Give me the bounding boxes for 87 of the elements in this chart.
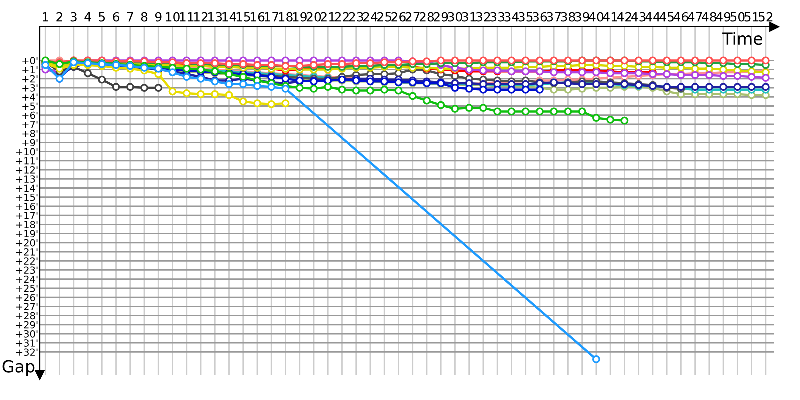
y-tick-label: +29' [16, 321, 38, 329]
x-tick-label: 50 [730, 12, 745, 22]
y-tick-label: +22' [16, 258, 38, 265]
x-tick-label: 44 [646, 12, 660, 22]
x-tick-label: 40 [589, 12, 604, 22]
x-tick-label: 5 [99, 12, 106, 22]
y-tick-label: +5' [22, 102, 38, 110]
x-tick-label: 30 [448, 12, 462, 22]
y-tick-label: +28' [16, 312, 38, 320]
x-tick-label: 28 [420, 12, 434, 22]
y-tick-label: +3' [22, 84, 38, 92]
y-tick-label: +8' [22, 130, 38, 138]
x-tick-label: 38 [561, 12, 576, 22]
x-tick-label: 15 [236, 12, 250, 22]
x-tick-label: 9 [155, 12, 162, 22]
x-tick-label: 16 [250, 12, 265, 22]
x-tick-label: 29 [434, 12, 448, 22]
x-tick-label: 13 [208, 12, 222, 22]
y-tick-label: +15' [16, 194, 38, 202]
x-tick-label: 48 [702, 12, 717, 22]
x-tick-label: 19 [293, 12, 307, 22]
y-tick-label: +10' [16, 148, 38, 156]
y-tick-label: +2' [22, 75, 38, 83]
x-tick-label: 17 [265, 12, 279, 22]
y-tick-label: +32' [16, 348, 38, 356]
y-tick-label: +25' [16, 284, 38, 292]
x-tick-label: 46 [674, 12, 688, 22]
y-tick-label: +6' [22, 112, 38, 120]
x-tick-label: 14 [222, 12, 236, 22]
y-tick-label: +13' [16, 176, 38, 183]
y-tick-label: +26' [16, 294, 38, 302]
x-tick-label: 8 [141, 12, 148, 22]
y-tick-label: +21' [16, 248, 38, 256]
x-tick-label: 2 [56, 12, 62, 22]
x-tick-label: 51 [744, 12, 759, 22]
y-axis-title: Gap [2, 360, 35, 376]
x-tick-label: 7 [127, 12, 134, 22]
y-tick-label: +16' [16, 202, 38, 210]
x-tick-label: 49 [716, 12, 731, 22]
y-tick-label: +30' [16, 330, 38, 338]
x-tick-label: 41 [603, 12, 618, 22]
x-tick-label: 34 [504, 12, 519, 22]
x-tick-label: 22 [335, 12, 349, 22]
x-tick-label: 39 [575, 12, 590, 22]
x-tick-label: 24 [363, 12, 378, 22]
y-tick-label: +14' [16, 184, 38, 192]
y-tick-label: +11' [16, 158, 38, 165]
y-tick-label: +4' [22, 94, 38, 101]
x-tick-label: 23 [349, 12, 364, 22]
x-tick-label: 52 [758, 12, 773, 22]
x-tick-label: 11 [180, 12, 194, 22]
y-tick-label: +18' [16, 221, 38, 229]
x-tick-label: 26 [392, 12, 406, 22]
x-tick-label: 4 [84, 12, 92, 22]
x-tick-label: 32 [476, 12, 490, 22]
y-tick-label: +9' [22, 139, 38, 147]
x-tick-label: 45 [660, 12, 674, 22]
x-tick-label: 27 [406, 12, 420, 22]
x-tick-label: 36 [532, 12, 548, 22]
x-tick-label: 10 [166, 12, 180, 22]
x-tick-label: 1 [43, 12, 48, 22]
x-tick-label: 25 [378, 12, 392, 22]
y-tick-label: +1' [22, 66, 38, 74]
x-tick-label: 47 [688, 12, 702, 22]
y-tick-label: +31' [16, 340, 38, 347]
x-axis-title: Time [722, 32, 762, 46]
y-tick-label: +27' [16, 303, 38, 310]
x-tick-label: 37 [547, 12, 561, 22]
y-tick-label: +23' [16, 266, 38, 274]
y-tick-label: +24' [16, 276, 38, 284]
y-tick-label: +12' [16, 166, 38, 174]
y-tick-label: +20' [16, 239, 38, 247]
x-tick-label: 35 [518, 12, 533, 22]
x-tick-label: 20 [306, 12, 322, 22]
y-tick-label: +0' [22, 57, 38, 65]
y-tick-label: +19' [16, 230, 38, 238]
x-tick-label: 6 [113, 12, 120, 22]
x-tick-label: 21 [321, 12, 335, 22]
x-tick-label: 33 [490, 12, 505, 22]
x-tick-label: 42 [617, 12, 632, 22]
x-tick-label: 18 [279, 12, 293, 22]
x-tick-label: 31 [462, 12, 476, 22]
y-tick-label: +7' [22, 121, 38, 128]
y-tick-label: +17' [16, 212, 38, 220]
x-tick-label: 12 [194, 12, 208, 22]
x-tick-label: 43 [631, 12, 646, 22]
x-tick-label: 3 [70, 12, 77, 22]
